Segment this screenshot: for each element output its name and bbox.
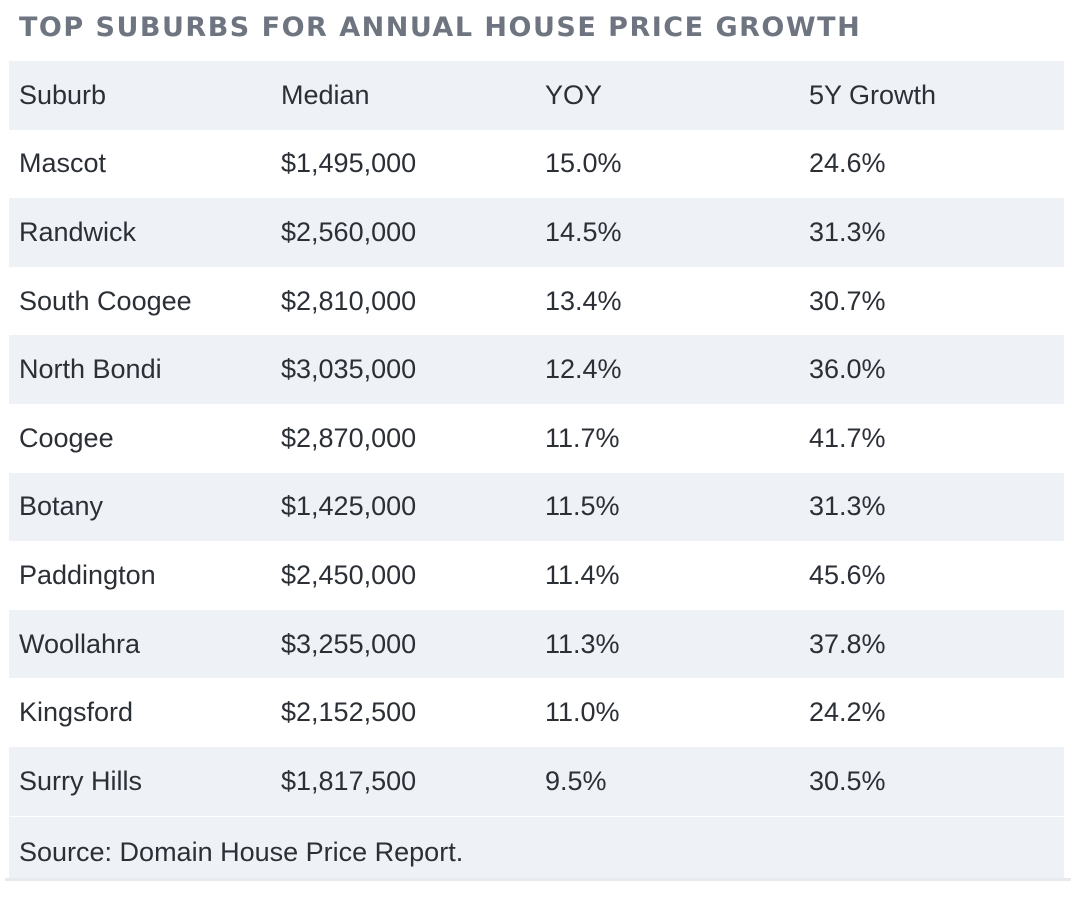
table-row: Botany $1,425,000 11.5% 31.3% xyxy=(9,472,1064,542)
table-row: Randwick $2,560,000 14.5% 31.3% xyxy=(9,198,1064,267)
median-cell: $1,425,000 xyxy=(281,491,417,522)
yoy-cell: 9.5% xyxy=(545,765,607,796)
suburb-cell: Paddington xyxy=(19,559,156,590)
suburb-cell: Coogee xyxy=(19,422,114,453)
5y-growth-cell: 30.5% xyxy=(809,765,886,796)
median-cell: $3,255,000 xyxy=(281,628,417,659)
median-cell: $1,817,500 xyxy=(281,765,417,796)
5y-growth-cell: 37.8% xyxy=(809,628,886,659)
median-cell: $2,152,500 xyxy=(281,697,417,728)
yoy-cell: 11.5% xyxy=(545,491,620,522)
table-title: TOP SUBURBS FOR ANNUAL HOUSE PRICE GROWT… xyxy=(19,12,862,43)
5y-growth-cell: 45.6% xyxy=(809,559,886,590)
yoy-cell: 12.4% xyxy=(545,354,622,385)
5y-growth-cell: 24.2% xyxy=(809,697,886,728)
5y-growth-cell: 31.3% xyxy=(809,491,886,522)
median-cell: $2,810,000 xyxy=(281,285,417,316)
suburb-cell: Surry Hills xyxy=(19,765,143,796)
suburb-cell: South Coogee xyxy=(19,285,192,316)
header-yoy: YOY xyxy=(545,79,603,110)
header-suburb: Suburb xyxy=(19,79,107,110)
5y-growth-cell: 41.7% xyxy=(809,422,886,453)
source-note-row: Source: Domain House Price Report. xyxy=(9,817,1064,881)
table-row: Coogee $2,870,000 11.7% 41.7% xyxy=(9,403,1064,473)
5y-growth-cell: 36.0% xyxy=(809,354,886,385)
median-cell: $1,495,000 xyxy=(281,148,417,179)
5y-growth-cell: 24.6% xyxy=(809,148,886,179)
yoy-cell: 15.0% xyxy=(545,148,622,179)
yoy-cell: 11.4% xyxy=(545,559,620,590)
5y-growth-cell: 30.7% xyxy=(809,285,886,316)
table-row: Woollahra $3,255,000 11.3% 37.8% xyxy=(9,609,1064,679)
header-5y-growth: 5Y Growth xyxy=(809,79,937,110)
median-cell: $3,035,000 xyxy=(281,354,417,385)
source-note: Source: Domain House Price Report. xyxy=(19,837,464,867)
yoy-cell: 11.3% xyxy=(545,628,620,659)
table-row: North Bondi $3,035,000 12.4% 36.0% xyxy=(9,335,1064,404)
header-median: Median xyxy=(281,79,370,110)
bottom-divider xyxy=(5,878,1071,881)
suburb-cell: Botany xyxy=(19,491,104,522)
yoy-cell: 13.4% xyxy=(545,285,622,316)
suburb-cell: Woollahra xyxy=(19,628,141,659)
table-row: Kingsford $2,152,500 11.0% 24.2% xyxy=(9,678,1064,747)
table-row: Paddington $2,450,000 11.4% 45.6% xyxy=(9,541,1064,610)
yoy-cell: 11.0% xyxy=(545,697,620,728)
yoy-cell: 11.7% xyxy=(545,422,620,453)
growth-table: Suburb Median YOY 5Y Growth Mascot $1,49… xyxy=(9,61,1064,816)
5y-growth-cell: 31.3% xyxy=(809,216,886,247)
yoy-cell: 14.5% xyxy=(545,216,622,247)
suburb-cell: North Bondi xyxy=(19,354,162,385)
median-cell: $2,450,000 xyxy=(281,559,417,590)
suburb-cell: Mascot xyxy=(19,148,107,179)
table-row: Mascot $1,495,000 15.0% 24.6% xyxy=(9,129,1064,199)
table-row: Surry Hills $1,817,500 9.5% 30.5% xyxy=(9,746,1064,816)
suburb-cell: Kingsford xyxy=(19,697,134,728)
table-header-row: Suburb Median YOY 5Y Growth xyxy=(9,61,1064,130)
median-cell: $2,560,000 xyxy=(281,216,417,247)
table-row: South Coogee $2,810,000 13.4% 30.7% xyxy=(9,266,1064,336)
median-cell: $2,870,000 xyxy=(281,422,417,453)
suburb-cell: Randwick xyxy=(19,216,137,247)
